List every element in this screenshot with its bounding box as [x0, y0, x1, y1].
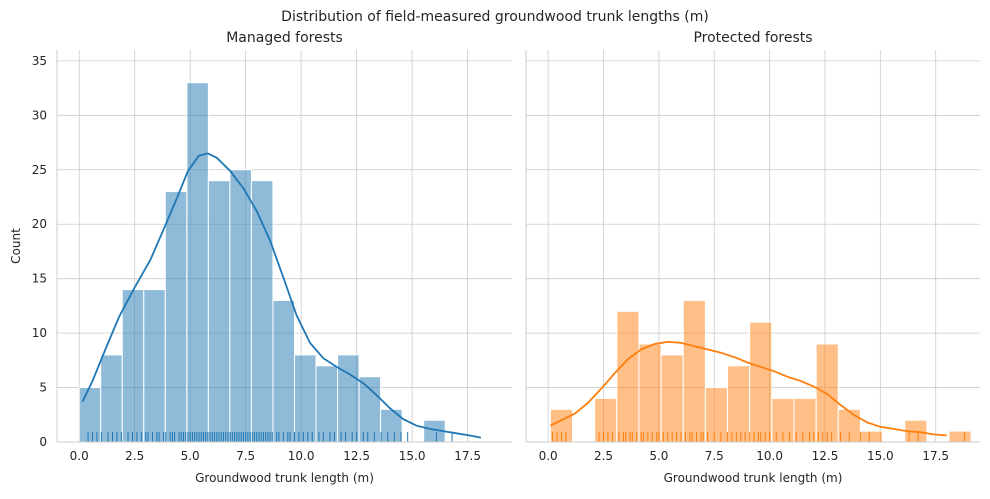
histogram-bar: [594, 397, 618, 443]
x-tick-label: 5.0: [649, 449, 668, 463]
histogram-bar: [638, 343, 662, 443]
x-tick-label: 12.5: [812, 449, 839, 463]
panel-title: Protected forests: [693, 30, 812, 46]
y-tick-label: 0: [39, 435, 47, 449]
histogram-bar: [121, 289, 145, 443]
panel-title: Managed forests: [226, 30, 343, 46]
y-tick-label: 5: [39, 381, 47, 395]
histogram-bar: [293, 354, 317, 443]
histogram-bar: [337, 354, 360, 443]
x-tick-label: 7.5: [236, 449, 255, 463]
y-axis-label: Count: [9, 228, 23, 264]
x-tick-label: 15.0: [867, 449, 894, 463]
figure-suptitle: Distribution of field-measured groundwoo…: [281, 9, 709, 25]
kde-line: [549, 340, 947, 437]
x-tick-label: 17.5: [922, 449, 949, 463]
x-tick-label: 10.0: [756, 449, 783, 463]
histogram-bar: [749, 321, 773, 443]
x-axis-label: Groundwood trunk length (m): [664, 471, 843, 485]
histogram-bar: [682, 299, 706, 443]
x-tick-label: 5.0: [181, 449, 200, 463]
histogram-bar: [207, 180, 231, 443]
histogram-bar: [272, 299, 295, 443]
x-tick-label: 2.5: [125, 449, 144, 463]
x-tick-label: 15.0: [399, 449, 426, 463]
x-tick-label: 2.5: [594, 449, 613, 463]
histogram-bar: [380, 408, 403, 443]
histogram-bar: [704, 387, 729, 443]
x-axis-label: Groundwood trunk length (m): [195, 471, 374, 485]
x-tick-label: 0.0: [70, 449, 89, 463]
y-tick-label: 30: [32, 108, 47, 122]
histogram-bar: [78, 387, 102, 443]
histogram-bar: [143, 289, 166, 443]
x-tick-label: 0.0: [539, 449, 558, 463]
histogram-bar: [100, 354, 123, 443]
x-tick-label: 10.0: [288, 449, 315, 463]
histogram-bar: [164, 191, 188, 443]
y-tick-label: 25: [32, 163, 47, 177]
x-tick-label: 7.5: [705, 449, 724, 463]
histogram-bar: [616, 310, 640, 443]
histogram-bar: [315, 365, 339, 443]
y-tick-label: 15: [32, 272, 47, 286]
histogram-bar: [358, 376, 382, 443]
histogram-bar: [250, 180, 274, 443]
y-tick-label: 35: [32, 54, 47, 68]
histogram-bar: [727, 365, 751, 443]
x-tick-label: 12.5: [343, 449, 370, 463]
y-tick-label: 10: [32, 326, 47, 340]
kde-line: [81, 152, 482, 439]
histogram-bar: [793, 397, 817, 443]
histogram-bar: [859, 430, 884, 443]
histogram-bar: [660, 354, 684, 443]
histogram-bar: [948, 430, 972, 443]
panel-managed-forests: 0.0 2.5 5.0 7.5 10.0 12.5 15.0 17.5 0 5 10 15 20 25 30…: [32, 30, 512, 485]
histogram-bar: [186, 82, 209, 443]
x-tick-label: 17.5: [454, 449, 481, 463]
panel-protected-forests: 0.0 2.5 5.0 7.5 10.0 12.5 15.0 17.5 Protected fo…: [525, 30, 980, 485]
histogram-bar: [229, 169, 252, 443]
y-tick-label: 20: [32, 217, 47, 231]
histogram-bar: [815, 343, 839, 443]
